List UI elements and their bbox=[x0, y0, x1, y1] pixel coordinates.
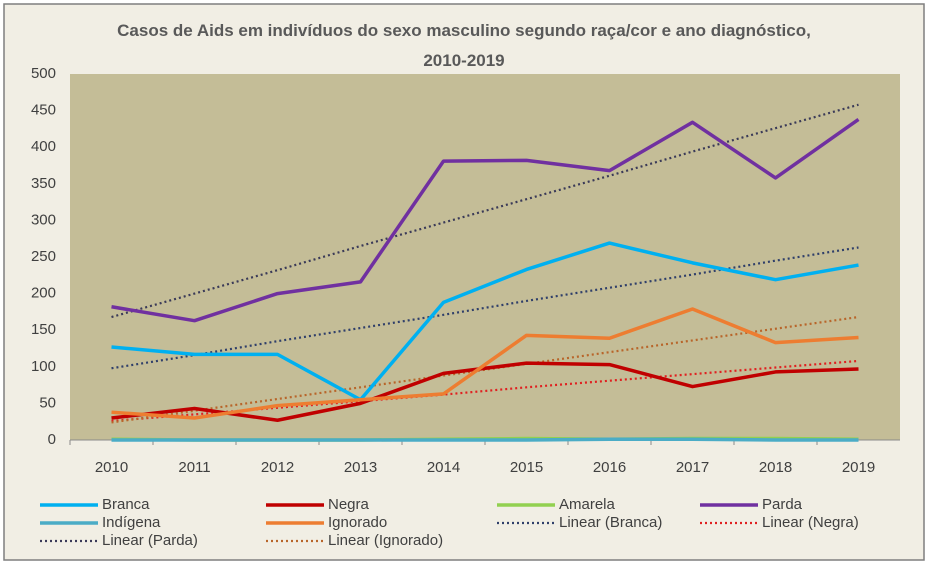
legend-label: Parda bbox=[762, 496, 803, 513]
y-tick-label: 400 bbox=[31, 138, 56, 155]
legend-label: Linear (Branca) bbox=[559, 514, 662, 531]
legend-label: Linear (Negra) bbox=[762, 514, 859, 531]
y-tick-label: 300 bbox=[31, 211, 56, 228]
y-tick-label: 450 bbox=[31, 102, 56, 119]
x-tick-label: 2015 bbox=[510, 459, 543, 476]
y-tick-label: 0 bbox=[48, 431, 56, 448]
x-tick-label: 2017 bbox=[676, 459, 709, 476]
x-tick-label: 2016 bbox=[593, 459, 626, 476]
x-tick-label: 2014 bbox=[427, 459, 460, 476]
y-tick-label: 350 bbox=[31, 175, 56, 192]
series-line bbox=[111, 117, 860, 323]
y-tick-label: 100 bbox=[31, 358, 56, 375]
x-tick-label: 2013 bbox=[344, 459, 377, 476]
y-tick-label: 150 bbox=[31, 321, 56, 338]
y-tick-label: 200 bbox=[31, 285, 56, 302]
legend-label: Linear (Ignorado) bbox=[328, 532, 443, 549]
plot-area bbox=[70, 74, 900, 440]
legend-label: Linear (Parda) bbox=[102, 532, 198, 549]
legend-label: Negra bbox=[328, 496, 370, 513]
series-line bbox=[111, 437, 859, 442]
legend-label: Amarela bbox=[559, 496, 616, 513]
chart-title: Casos de Aids em indivíduos do sexo masc… bbox=[117, 21, 811, 70]
x-tick-label: 2010 bbox=[95, 459, 128, 476]
x-tick-label: 2019 bbox=[842, 459, 875, 476]
series-line bbox=[111, 361, 859, 422]
series-line bbox=[111, 246, 859, 370]
x-tick-label: 2011 bbox=[178, 459, 210, 476]
y-tick-label: 250 bbox=[31, 248, 56, 265]
series-line bbox=[111, 307, 859, 420]
y-tick-label: 500 bbox=[31, 65, 56, 82]
series-line bbox=[111, 315, 859, 424]
x-tick-label: 2018 bbox=[759, 459, 792, 476]
legend-label: Branca bbox=[102, 496, 150, 513]
y-tick-label: 50 bbox=[39, 394, 56, 411]
x-tick-label: 2012 bbox=[261, 459, 294, 476]
series-line bbox=[111, 241, 859, 402]
legend-label: Ignorado bbox=[328, 514, 387, 531]
legend-label: Indígena bbox=[102, 514, 161, 531]
